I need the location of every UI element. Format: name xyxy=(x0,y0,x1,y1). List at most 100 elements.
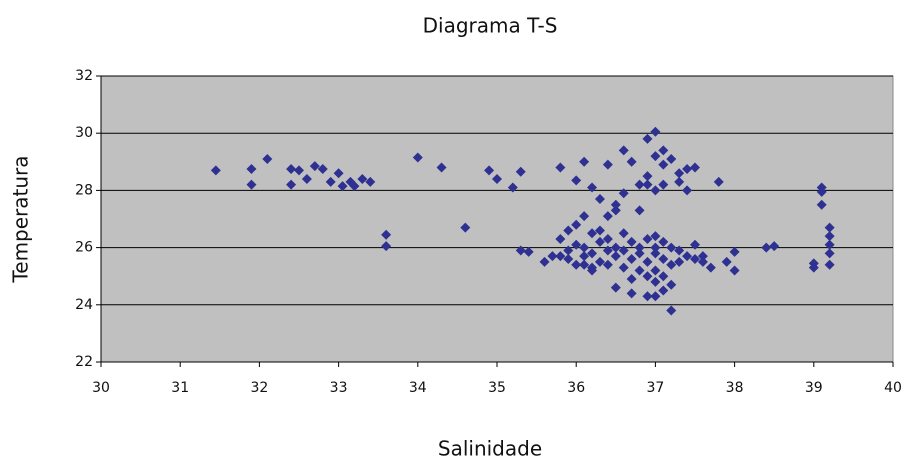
point xyxy=(626,274,637,285)
point xyxy=(294,165,304,176)
point xyxy=(357,173,368,184)
point xyxy=(337,181,348,192)
point xyxy=(690,254,700,265)
point xyxy=(618,245,629,256)
point xyxy=(618,188,629,199)
point xyxy=(507,182,518,193)
point xyxy=(626,156,637,167)
point xyxy=(658,285,669,296)
point xyxy=(594,256,605,267)
point xyxy=(579,211,590,222)
point xyxy=(460,222,471,233)
point xyxy=(563,225,574,236)
point xyxy=(682,185,693,196)
point xyxy=(381,229,392,240)
point xyxy=(610,282,621,293)
x-tick-label: 38 xyxy=(726,380,744,396)
point xyxy=(210,165,221,176)
y-tick-label: 28 xyxy=(75,182,93,198)
point xyxy=(824,231,835,242)
point xyxy=(658,254,669,265)
point xyxy=(824,248,835,259)
point xyxy=(824,222,835,233)
point xyxy=(301,173,312,184)
chart-title: Diagrama T-S xyxy=(423,14,558,38)
point xyxy=(666,305,677,316)
point xyxy=(246,179,257,190)
point xyxy=(602,159,613,170)
point xyxy=(579,259,590,270)
point xyxy=(658,236,669,247)
point xyxy=(697,256,708,267)
x-tick-label: 31 xyxy=(171,380,189,396)
point xyxy=(674,245,685,256)
point xyxy=(650,276,661,287)
point xyxy=(650,231,661,242)
point xyxy=(642,171,653,182)
point xyxy=(650,265,661,276)
point xyxy=(579,251,590,262)
point xyxy=(705,262,716,273)
point xyxy=(325,176,336,187)
point xyxy=(634,242,645,253)
point xyxy=(563,254,574,265)
point xyxy=(602,245,613,256)
point xyxy=(587,265,598,276)
point xyxy=(721,256,732,267)
point xyxy=(286,179,297,190)
point xyxy=(658,145,669,156)
point xyxy=(563,245,574,256)
point xyxy=(262,153,273,164)
point xyxy=(610,205,621,216)
point xyxy=(682,251,693,262)
point xyxy=(492,173,502,184)
point xyxy=(579,156,590,167)
point xyxy=(650,242,661,253)
point xyxy=(634,205,645,216)
point xyxy=(674,176,685,187)
point xyxy=(666,153,677,164)
point xyxy=(713,176,724,187)
point xyxy=(333,168,344,179)
point xyxy=(412,152,423,163)
point xyxy=(626,254,637,265)
x-tick-label: 39 xyxy=(805,380,823,396)
point xyxy=(634,248,645,259)
point xyxy=(729,246,740,257)
point xyxy=(594,193,605,204)
point xyxy=(729,265,740,276)
point xyxy=(642,271,653,282)
point xyxy=(571,219,582,230)
point xyxy=(539,256,550,267)
x-tick-label: 40 xyxy=(884,380,902,396)
point xyxy=(587,182,598,193)
point xyxy=(555,234,566,245)
point xyxy=(769,241,780,252)
point xyxy=(808,262,819,273)
point xyxy=(658,159,669,170)
point xyxy=(642,179,653,190)
point xyxy=(824,259,835,270)
point xyxy=(555,251,566,262)
point xyxy=(594,236,605,247)
x-tick-label: 32 xyxy=(250,380,268,396)
point xyxy=(690,239,700,250)
point xyxy=(626,288,637,299)
point xyxy=(824,239,835,250)
point xyxy=(365,176,376,187)
x-axis-title: Salinidade xyxy=(438,437,542,459)
plot-area xyxy=(100,75,894,363)
point xyxy=(618,145,629,156)
point xyxy=(602,234,613,245)
point xyxy=(571,239,582,250)
point xyxy=(634,179,645,190)
point xyxy=(610,199,621,210)
point xyxy=(682,163,693,174)
point xyxy=(602,211,613,222)
point xyxy=(642,234,653,245)
point xyxy=(650,291,661,302)
point xyxy=(610,242,621,253)
point xyxy=(674,168,685,179)
point xyxy=(587,248,598,259)
point xyxy=(484,165,495,176)
